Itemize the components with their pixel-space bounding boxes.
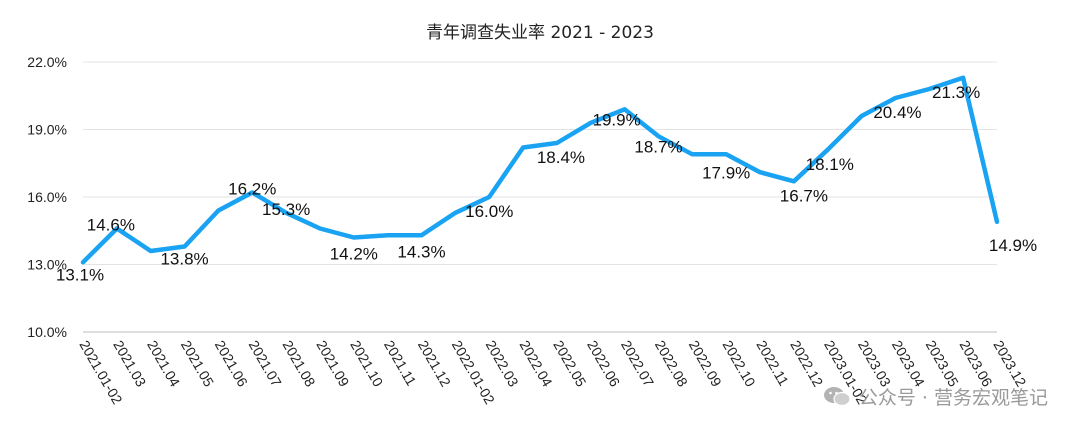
x-tick-label: 2021.05: [178, 338, 217, 390]
data-labels: 13.1% 14.6% 13.8% 16.2%15.3% 14.2% 14.3% 16.0%…: [56, 83, 1037, 285]
y-tick-label: 10.0%: [27, 324, 67, 340]
series-line: [80, 75, 1000, 265]
y-tick-label: 19.0%: [27, 122, 67, 138]
series-layer: [80, 75, 1000, 265]
x-tick-label: 2022.10: [720, 338, 759, 390]
data-label: 14.6%: [87, 216, 135, 235]
x-tick-label: 2022.04: [516, 338, 555, 390]
x-tick-label: 2021.12: [415, 338, 454, 390]
x-tick-label: 2021.08: [280, 338, 319, 390]
data-label: 18.1%: [806, 155, 854, 174]
data-label: 14.9%: [989, 236, 1037, 255]
data-label: 15.3%: [262, 200, 310, 219]
data-label: 16.7%: [780, 186, 828, 205]
chart-title: 青年调查失业率 2021 - 2023: [426, 23, 654, 43]
data-label: 18.4%: [537, 148, 585, 167]
x-tick-label: 2022.12: [787, 338, 826, 390]
x-tick-label: 2021.04: [144, 338, 183, 390]
data-label: 16.2%: [228, 180, 276, 199]
wechat-icon: [823, 385, 851, 409]
x-tick-label: 2023.04: [889, 338, 928, 390]
x-tick-label: 2022.05: [550, 338, 589, 390]
data-label: 14.2%: [330, 245, 378, 264]
data-label: 18.7%: [634, 137, 682, 156]
data-label: 21.3%: [932, 83, 980, 102]
x-tick-label: 2021.06: [212, 338, 251, 390]
x-tick-label: 2022.06: [584, 338, 623, 390]
x-tick-label: 2022.09: [686, 338, 725, 390]
x-tick-label: 2021.09: [313, 338, 352, 390]
x-tick-label: 2023.12: [990, 338, 1029, 390]
data-label: 20.4%: [873, 103, 921, 122]
y-tick-label: 13.0%: [27, 257, 67, 273]
y-tick-label: 22.0%: [27, 54, 67, 70]
x-tick-label: 2022.07: [618, 338, 657, 390]
data-label: 19.9%: [593, 110, 641, 129]
data-label: 16.0%: [465, 202, 513, 221]
x-tick-label: 2022.08: [652, 338, 691, 390]
watermark: 公众号 · 营务宏观笔记: [823, 383, 1048, 410]
y-tick-label: 16.0%: [27, 189, 67, 205]
data-label: 17.9%: [702, 163, 750, 182]
x-tick-label: 2023.05: [923, 338, 962, 390]
data-label: 13.8%: [160, 250, 208, 269]
watermark-text: 公众号 · 营务宏观笔记: [858, 387, 1048, 409]
grid-layer: [83, 61, 997, 333]
x-tick-label: 2021.07: [246, 338, 285, 390]
x-tick-label: 2021.10: [347, 338, 386, 390]
y-axis: 10.0% 13.0% 16.0% 19.0% 22.0%: [27, 54, 67, 340]
x-tick-label: 2023.06: [957, 338, 996, 390]
data-label: 13.1%: [56, 265, 104, 284]
data-label: 14.3%: [397, 242, 445, 261]
